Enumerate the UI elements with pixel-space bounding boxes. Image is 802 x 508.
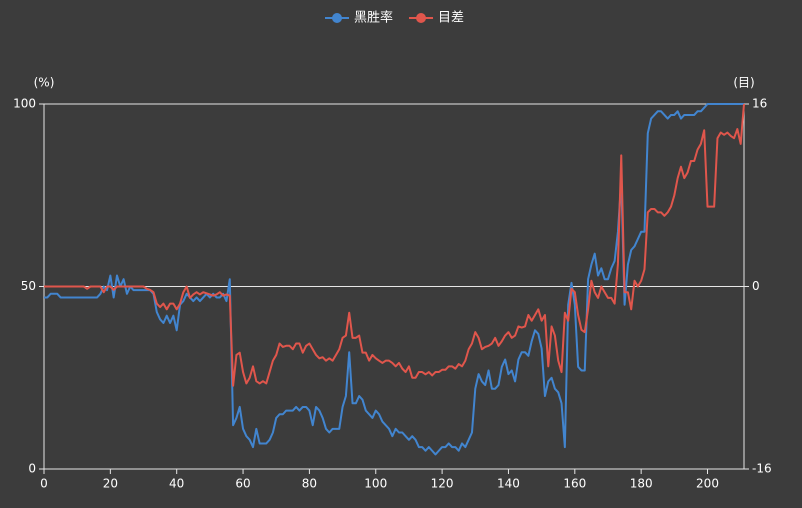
y-tick-label: 50 [21,279,36,293]
legend-icon-dot [332,13,342,23]
y-tick-label: 0 [28,462,36,476]
series-line [44,103,745,387]
y2-tick-label: -16 [752,462,772,476]
legend-item[interactable]: 黑胜率 [325,10,393,26]
legend-label: 目差 [438,11,464,26]
y2-tick-label: 16 [752,97,767,111]
legend: 黑胜率 目差 [325,10,464,26]
x-tick-label: 0 [40,477,48,491]
x-tick-label: 140 [497,477,520,491]
y-axis-label: (%) [34,76,55,90]
x-tick-label: 160 [563,477,586,491]
x-tick-label: 180 [630,477,653,491]
x-tick-label: 200 [696,477,719,491]
x-tick-label: 60 [235,477,250,491]
y2-axis-label: (目) [733,76,754,90]
x-tick-label: 20 [103,477,118,491]
x-tick-label: 80 [302,477,317,491]
x-tick-label: 40 [169,477,184,491]
y2-tick-label: 0 [752,279,760,293]
legend-item[interactable]: 目差 [409,11,464,26]
series-line [44,103,744,456]
legend-label: 黑胜率 [354,10,393,26]
x-tick-label: 120 [431,477,454,491]
y-tick-label: 100 [13,97,36,111]
x-tick-label: 100 [364,477,387,491]
legend-icon-dot [416,13,427,23]
